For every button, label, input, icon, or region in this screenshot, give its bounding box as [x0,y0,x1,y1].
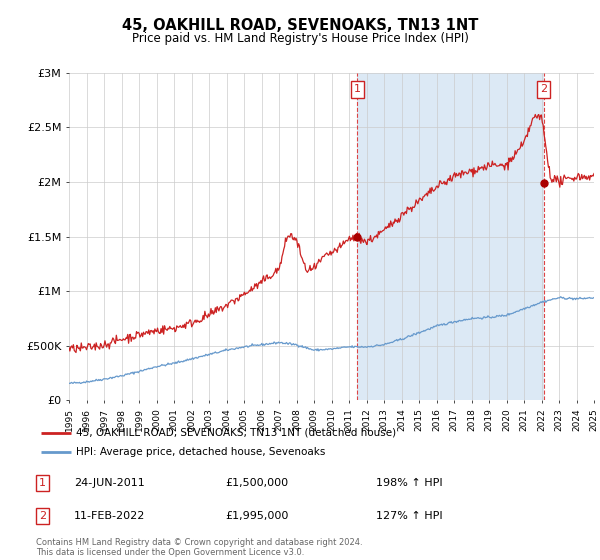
Text: 24-JUN-2011: 24-JUN-2011 [74,478,145,488]
Text: 11-FEB-2022: 11-FEB-2022 [74,511,145,521]
Text: 1: 1 [354,84,361,94]
Text: HPI: Average price, detached house, Sevenoaks: HPI: Average price, detached house, Seve… [77,447,326,457]
Text: 2: 2 [39,511,46,521]
Text: 45, OAKHILL ROAD, SEVENOAKS, TN13 1NT (detached house): 45, OAKHILL ROAD, SEVENOAKS, TN13 1NT (d… [77,428,397,437]
Text: Contains HM Land Registry data © Crown copyright and database right 2024.
This d: Contains HM Land Registry data © Crown c… [36,538,362,557]
Text: 2: 2 [540,84,547,94]
Text: Price paid vs. HM Land Registry's House Price Index (HPI): Price paid vs. HM Land Registry's House … [131,32,469,45]
Text: £1,500,000: £1,500,000 [225,478,288,488]
Text: 45, OAKHILL ROAD, SEVENOAKS, TN13 1NT: 45, OAKHILL ROAD, SEVENOAKS, TN13 1NT [122,18,478,33]
Text: 127% ↑ HPI: 127% ↑ HPI [376,511,443,521]
Text: £1,995,000: £1,995,000 [225,511,289,521]
Text: 1: 1 [39,478,46,488]
Text: 198% ↑ HPI: 198% ↑ HPI [376,478,443,488]
Bar [358,73,544,400]
